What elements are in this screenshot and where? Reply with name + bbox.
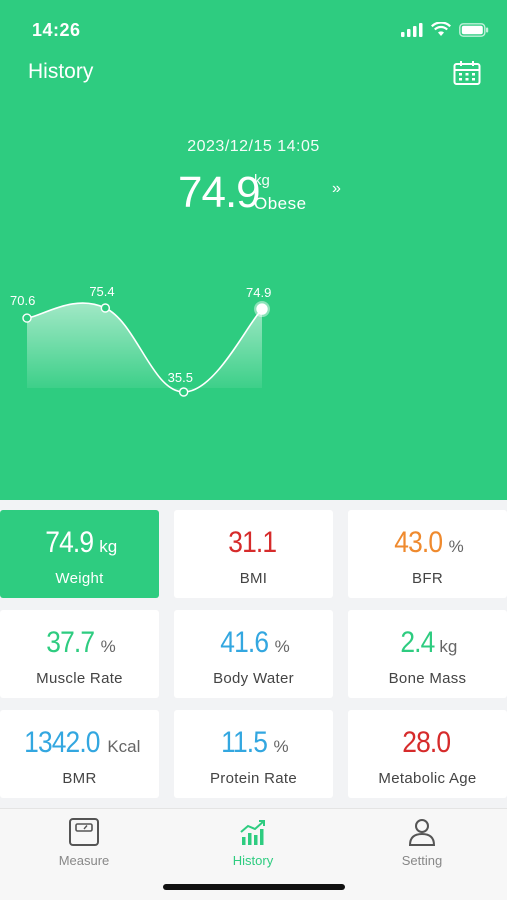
tab-label: Measure	[58, 853, 110, 868]
metric-label: Body Water	[213, 670, 294, 687]
metric-tile-bmr[interactable]: 1342.0 Kcal BMR	[0, 710, 159, 798]
reading-main: 74.9 kg Obese	[178, 168, 378, 218]
metric-value: 41.6	[220, 626, 269, 659]
metric-tile-weight[interactable]: 74.9 kg Weight	[0, 510, 159, 598]
chart-point[interactable]	[100, 303, 111, 313]
metric-value: 43.0	[394, 526, 443, 559]
battery-icon	[459, 22, 489, 37]
metric-tile-metabolic-age[interactable]: 28.0 Metabolic Age	[348, 710, 507, 798]
reading-weight-unit: kg	[254, 172, 270, 189]
metric-value: 31.1	[228, 526, 277, 559]
metric-value: 2.4	[399, 626, 435, 659]
chart-point[interactable]	[256, 303, 268, 315]
signal-icon	[401, 22, 423, 37]
metric-label: BMI	[239, 570, 268, 587]
metric-value: 1342.0	[23, 726, 100, 759]
chart-line	[26, 302, 263, 393]
metric-label: Metabolic Age	[378, 770, 477, 787]
reading-weight-value: 74.9	[178, 168, 261, 217]
metrics-grid: 74.9 kg Weight 31.1 BMI 43.0% BFR 37.7% M…	[0, 510, 507, 798]
metric-tile-bone-mass[interactable]: 2.4 kg Bone Mass	[348, 610, 507, 698]
metric-unit: Kcal	[107, 737, 141, 756]
metric-tile-protein-rate[interactable]: 11.5% Protein Rate	[174, 710, 333, 798]
calendar-button[interactable]	[453, 60, 481, 86]
metric-unit: %	[274, 637, 290, 656]
reading-detail-arrow-icon[interactable]: »	[332, 180, 341, 197]
chart-point[interactable]	[178, 387, 189, 397]
page-title: History	[28, 60, 94, 83]
metric-tile-bfr[interactable]: 43.0% BFR	[348, 510, 507, 598]
tab-label: Setting	[401, 853, 443, 868]
chart-point[interactable]	[22, 313, 32, 323]
latest-reading: 2023/12/15 14:05 74.9 kg Obese	[0, 138, 507, 217]
person-icon	[408, 819, 436, 846]
metric-value: 28.0	[402, 726, 451, 759]
tab-label: History	[232, 853, 274, 868]
metric-label: Bone Mass	[388, 670, 467, 687]
reading-status: Obese	[254, 194, 307, 213]
metric-tile-body-water[interactable]: 41.6% Body Water	[174, 610, 333, 698]
status-time: 14:26	[32, 20, 81, 40]
chart-icon	[240, 820, 265, 845]
history-header: 14:26 History	[0, 0, 507, 500]
metric-label: Protein Rate	[210, 770, 297, 787]
calendar-icon	[453, 61, 481, 85]
metric-unit: %	[100, 637, 116, 656]
scale-icon	[69, 818, 99, 846]
chart-data-label: 74.9	[246, 285, 271, 300]
weight-trend-chart: 70.6 75.4 35.5 74.9	[10, 284, 271, 397]
metric-label: Weight	[55, 570, 104, 587]
metric-unit: kg	[99, 537, 118, 556]
chart-area	[27, 303, 262, 393]
metric-unit: kg	[439, 637, 458, 656]
chart-data-label: 70.6	[10, 293, 35, 308]
metric-label: BFR	[412, 570, 443, 587]
tab-setting[interactable]: Setting	[362, 817, 482, 868]
metric-label: BMR	[62, 770, 97, 787]
chart-data-label: 75.4	[89, 284, 114, 299]
metric-value: 74.9	[45, 526, 94, 559]
tab-measure[interactable]: Measure	[24, 817, 144, 868]
metric-unit: %	[273, 737, 289, 756]
metric-tile-bmi[interactable]: 31.1 BMI	[174, 510, 333, 598]
metric-tile-muscle-rate[interactable]: 37.7% Muscle Rate	[0, 610, 159, 698]
metric-unit: %	[448, 537, 464, 556]
metric-value: 37.7	[46, 626, 95, 659]
chart-data-label: 35.5	[168, 370, 193, 385]
metric-label: Muscle Rate	[36, 670, 123, 687]
wifi-icon	[431, 22, 451, 36]
tab-history[interactable]: History	[193, 817, 313, 868]
reading-datetime: 2023/12/15 14:05	[187, 138, 320, 155]
status-icons	[401, 22, 489, 37]
metric-value: 11.5	[221, 726, 268, 759]
home-indicator	[163, 884, 345, 890]
status-bar: 14:26	[0, 0, 507, 60]
